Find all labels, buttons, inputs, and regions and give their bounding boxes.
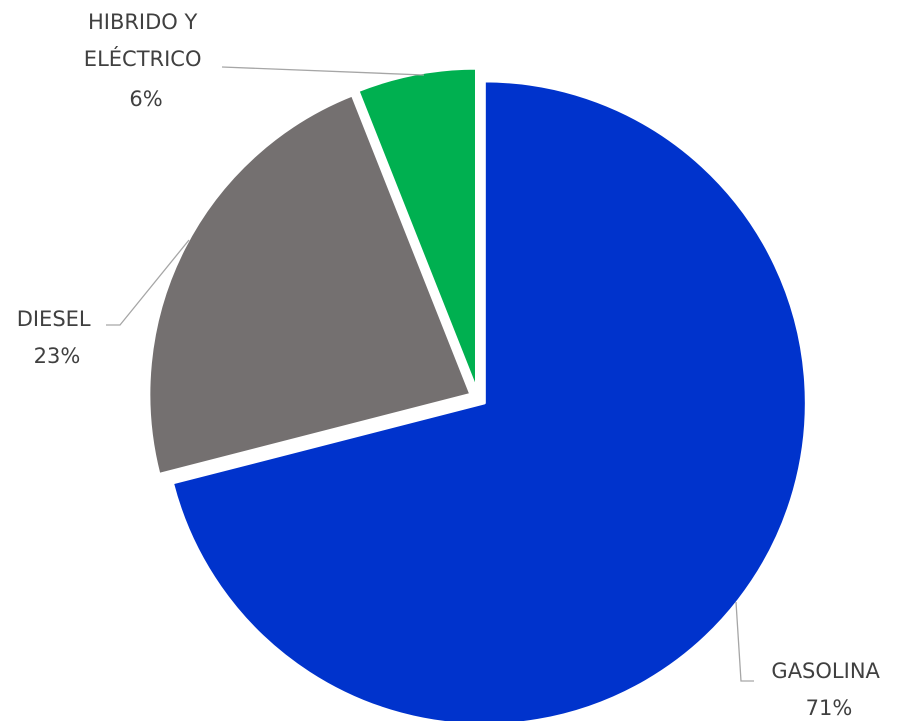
value-label-hibrido: 6% [129, 87, 162, 111]
leader-line-diesel [106, 239, 190, 326]
value-label-gasolina: 71% [806, 696, 853, 720]
pie-slice-diesel [147, 93, 473, 476]
value-label-diesel: 23% [34, 344, 81, 368]
leader-line-gasolina [735, 601, 754, 682]
slice-label-diesel: DIESEL 23% [17, 307, 98, 368]
leader-line-hibrido [221, 66, 425, 76]
slice-label-gasolina: GASOLINA 71% [771, 659, 886, 720]
pie-slice-hibrido [356, 66, 479, 392]
pie-slices [147, 66, 808, 721]
slice-label-hibrido: HIBRIDO Y ELÉCTRICO 6% [84, 10, 208, 111]
pie-slice-gasolina [170, 79, 808, 721]
